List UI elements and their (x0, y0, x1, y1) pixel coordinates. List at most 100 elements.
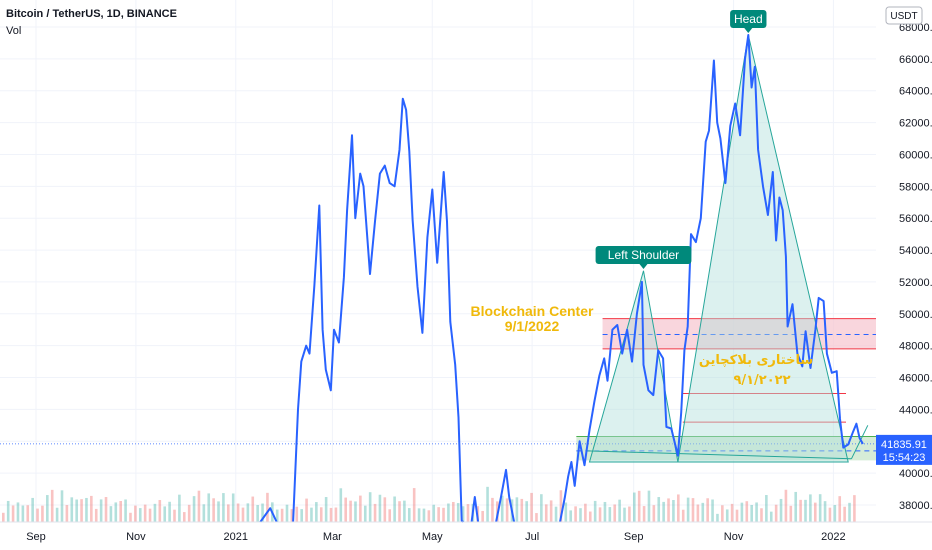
volume-bar (138, 508, 142, 522)
volume-bar (662, 501, 665, 522)
price-series-line (470, 496, 480, 523)
volume-bar (657, 497, 661, 522)
time-tick-label: Sep (26, 531, 46, 543)
volume-bar (584, 503, 587, 522)
volume-bar (359, 495, 362, 522)
volume-bar (774, 504, 778, 522)
volume-bar (574, 506, 577, 522)
volume-bar (60, 490, 64, 522)
volume-bar (114, 502, 118, 522)
annotations: Head Left Shoulder Blockchain Center9/1/20… (471, 10, 813, 388)
volume-bar (266, 492, 269, 522)
volume-bar (745, 501, 749, 522)
volume-bar (823, 501, 827, 522)
volume-bar (378, 494, 382, 522)
volume-bar (329, 507, 333, 522)
price-axis[interactable]: 38000.0040000.0042000.0044000.0046000.00… (876, 0, 932, 550)
left-shoulder-label: Left Shoulder (595, 246, 692, 269)
volume-bar (290, 509, 294, 522)
volume-bar (319, 507, 323, 522)
support-zone (576, 436, 876, 461)
volume-bar (109, 506, 113, 522)
volume-bar (569, 510, 573, 522)
volume-bar (652, 505, 656, 522)
volume-bar (642, 506, 646, 522)
volume-bar (368, 492, 372, 522)
volume-bar (187, 504, 191, 522)
volume-bar (50, 489, 54, 522)
time-tick-label: Sep (624, 531, 644, 543)
price-tick-label: 52000.00 (899, 277, 932, 289)
volume-bar (833, 505, 837, 522)
volume-bar (813, 502, 817, 522)
volume-bar (55, 507, 59, 522)
volume-bar (520, 498, 524, 522)
price-tick-label: 40000.00 (899, 468, 932, 480)
left-shoulder-triangle (588, 270, 679, 463)
volume-bar (300, 509, 303, 522)
volume-bar (124, 499, 127, 522)
volume-bar (760, 508, 763, 522)
price-tick-label: 56000.00 (899, 213, 932, 225)
volume-bar (31, 497, 34, 522)
time-axis[interactable]: Sep Nov 2021 Mar May Jul Sep Nov 2022 (0, 521, 932, 543)
volume-bar (735, 509, 739, 522)
volume-bar (334, 507, 338, 522)
volume-bar (838, 496, 842, 522)
last-price-label (876, 434, 932, 465)
volume-bar (412, 488, 416, 522)
volume-bar (799, 499, 802, 522)
volume-bar (789, 505, 793, 522)
time-tick-label: May (422, 531, 443, 543)
volume-bar (554, 506, 558, 522)
volume-bar (363, 505, 367, 522)
volume-bar (818, 494, 822, 522)
volume-bar (628, 506, 631, 522)
volume-bar (173, 509, 176, 522)
price-tick-label: 68000.00 (899, 22, 932, 34)
volume-bar (403, 500, 406, 522)
volume-bar (85, 497, 88, 522)
volume-bar (11, 505, 15, 522)
volume-bar (41, 505, 44, 522)
volume-bar (398, 501, 401, 522)
volume-bar (393, 496, 396, 522)
volume-bar (588, 511, 592, 522)
volume-bar (90, 495, 93, 522)
time-tick-label: 2021 (224, 531, 248, 543)
volume-bar (94, 508, 98, 522)
volume-bar (481, 510, 484, 522)
volume-bar (701, 502, 705, 522)
volume-bar (447, 503, 450, 522)
volume-bar (696, 504, 700, 522)
price-series-line (292, 97, 464, 523)
price-tick-label: 64000.00 (899, 86, 932, 98)
resistance-zone (602, 318, 876, 349)
volume-bar (432, 504, 436, 522)
currency-badge[interactable] (885, 6, 923, 25)
countdown-value: 15:54:23 (883, 452, 926, 464)
volume-bar (500, 495, 504, 522)
volume-bar (251, 496, 255, 522)
volume-indicator-label[interactable]: Vol (6, 25, 22, 37)
symbol-title[interactable]: Bitcoin / TetherUS, 1D, BINANCE (6, 8, 177, 20)
volume-bar (809, 494, 812, 522)
volume-bar (80, 499, 83, 522)
price-line (259, 34, 864, 523)
price-tick-label: 66000.00 (899, 54, 932, 66)
price-tick-label: 48000.00 (899, 341, 932, 353)
volume-bar (339, 488, 343, 522)
volume-bar (21, 505, 25, 522)
volume-bar (593, 500, 597, 522)
volume-bar (725, 509, 729, 522)
volume-bar (212, 498, 215, 522)
volume-bar (197, 490, 201, 522)
volume-bar (99, 499, 103, 522)
volume-bar (515, 497, 519, 522)
volume-bar (618, 499, 621, 522)
volume-bar (246, 503, 250, 522)
volume-bar (530, 492, 533, 522)
volume-bar (153, 503, 157, 522)
volume-bar (349, 500, 352, 522)
